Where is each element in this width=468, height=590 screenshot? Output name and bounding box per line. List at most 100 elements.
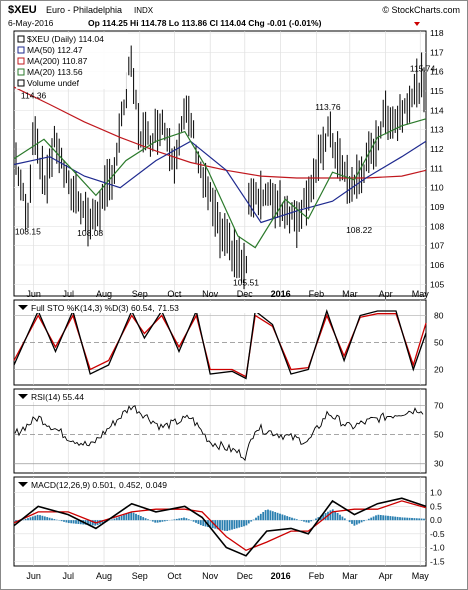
macd-hist-bar bbox=[101, 520, 104, 524]
macd-hist-bar bbox=[372, 516, 375, 521]
macd-hist-bar bbox=[355, 520, 358, 525]
macd-hist-bar bbox=[161, 520, 164, 522]
macd-hist-bar bbox=[34, 515, 37, 521]
macd-hist-bar bbox=[291, 517, 293, 521]
rsi-label-icon bbox=[18, 394, 28, 399]
macd-hist-bar bbox=[391, 516, 394, 521]
month-label-bottom: Jul bbox=[62, 571, 74, 581]
macd-hist-bar bbox=[72, 520, 75, 524]
macd-label-icon bbox=[18, 482, 28, 487]
rsi-line bbox=[14, 405, 424, 462]
price-annotation: 113.76 bbox=[315, 102, 341, 112]
macd-hist-bar bbox=[27, 518, 29, 521]
macd-hist-bar bbox=[387, 515, 389, 521]
macd-hist-bar bbox=[115, 517, 118, 521]
macd-hist-bar bbox=[65, 520, 68, 523]
macd-hist-bar bbox=[360, 520, 363, 523]
macd-hist-bar bbox=[379, 515, 382, 521]
symbol-exchange: INDX bbox=[134, 6, 154, 15]
price-tick-label: 107 bbox=[430, 241, 444, 251]
price-tick-label: 105 bbox=[430, 279, 444, 289]
price-annotation: 115.74 bbox=[410, 64, 436, 74]
macd-hist-bar bbox=[245, 520, 248, 526]
macd-hist-bar bbox=[41, 515, 44, 521]
macd-hist-bar bbox=[240, 520, 243, 527]
macd-hist-bar bbox=[166, 520, 169, 521]
down-arrow-icon bbox=[414, 22, 420, 26]
macd-hist-bar bbox=[358, 520, 361, 524]
macd-hist-bar bbox=[195, 520, 197, 523]
month-label-mid: Sep bbox=[132, 289, 148, 299]
macd-hist-bar bbox=[418, 518, 421, 521]
macd-hist-bar bbox=[382, 515, 385, 521]
macd-label-bg bbox=[16, 479, 212, 490]
macd-hist-bar bbox=[336, 512, 339, 521]
price-annotation: 105.51 bbox=[233, 277, 259, 287]
macd-hist-bar bbox=[238, 520, 241, 528]
macd-tick-label: -0.5 bbox=[430, 529, 445, 539]
month-label-mid: Oct bbox=[167, 289, 182, 299]
macd-hist-bar bbox=[89, 520, 92, 526]
macd-hist-bar bbox=[396, 516, 399, 521]
macd-hist-bar bbox=[243, 520, 245, 527]
macd-hist-bar bbox=[135, 513, 137, 521]
month-label-bottom: Mar bbox=[342, 571, 358, 581]
macd-hist-bar bbox=[269, 510, 272, 521]
rsi-label: RSI(14) 55.44 bbox=[31, 392, 84, 402]
symbol-name: Euro - Philadelphia bbox=[46, 5, 122, 15]
macd-hist-bar bbox=[233, 520, 236, 529]
macd-hist-bar bbox=[231, 520, 233, 530]
macd-hist-bar bbox=[331, 509, 334, 521]
macd-hist-bar bbox=[132, 512, 135, 521]
macd-label: MACD(12,26,9) 0.501, bbox=[31, 480, 116, 490]
macd-hist-bar bbox=[411, 517, 413, 521]
macd-hist-bar bbox=[63, 520, 65, 522]
month-label-mid: Jul bbox=[62, 289, 74, 299]
price-annotation: 108.08 bbox=[77, 228, 103, 238]
macd-hist-bar bbox=[211, 520, 214, 529]
macd-hist-bar bbox=[262, 511, 265, 521]
macd-hist-bar bbox=[130, 512, 133, 521]
price-annotation: 108.15 bbox=[15, 226, 41, 236]
price-tick-label: 117 bbox=[430, 47, 444, 57]
macd-hist-bar bbox=[264, 510, 267, 521]
macd-hist-bar bbox=[173, 519, 176, 521]
macd-hist-bar bbox=[288, 516, 291, 521]
legend-swatch bbox=[17, 35, 25, 43]
macd-hist-bar bbox=[118, 516, 121, 521]
macd-hist-bar bbox=[39, 515, 41, 521]
macd-hist-bar bbox=[341, 516, 344, 521]
month-label-bottom: 2016 bbox=[271, 571, 291, 581]
macd-hist-bar bbox=[180, 517, 183, 521]
macd-hist-bar bbox=[139, 516, 142, 521]
macd-hist-bar bbox=[67, 520, 70, 524]
legend-swatch bbox=[17, 79, 25, 87]
month-label-bottom: May bbox=[412, 571, 430, 581]
macd-label-hist: 0.049 bbox=[146, 480, 168, 490]
month-label-mid: Feb bbox=[309, 289, 325, 299]
macd-hist-bar bbox=[271, 511, 274, 521]
macd-hist-bar bbox=[377, 514, 380, 521]
symbol-title: $XEU bbox=[8, 4, 37, 16]
macd-hist-bar bbox=[221, 520, 224, 531]
ma50-line bbox=[13, 140, 427, 224]
month-label-mid: 2016 bbox=[271, 289, 291, 299]
sto-label-bg bbox=[16, 302, 272, 313]
macd-hist-bar bbox=[420, 518, 423, 521]
macd-hist-bar bbox=[91, 520, 94, 526]
macd-hist-bar bbox=[87, 520, 89, 525]
legend-label: MA(200) 110.87 bbox=[27, 56, 88, 66]
macd-hist-bar bbox=[209, 520, 212, 528]
price-annotation: 108.22 bbox=[346, 225, 372, 235]
macd-hist-bar bbox=[223, 520, 226, 531]
macd-hist-bar bbox=[274, 512, 277, 521]
sto-k-line bbox=[13, 308, 427, 380]
ohlc-readout: Op 114.25 Hi 114.78 Lo 113.86 Cl 114.04 … bbox=[88, 18, 322, 28]
macd-tick-label: -1.5 bbox=[430, 556, 445, 566]
macd-hist-bar bbox=[286, 516, 289, 521]
macd-hist-bar bbox=[293, 518, 296, 521]
macd-hist-bar bbox=[137, 514, 140, 521]
macd-hist-bar bbox=[159, 520, 161, 523]
macd-hist-bar bbox=[197, 520, 200, 524]
